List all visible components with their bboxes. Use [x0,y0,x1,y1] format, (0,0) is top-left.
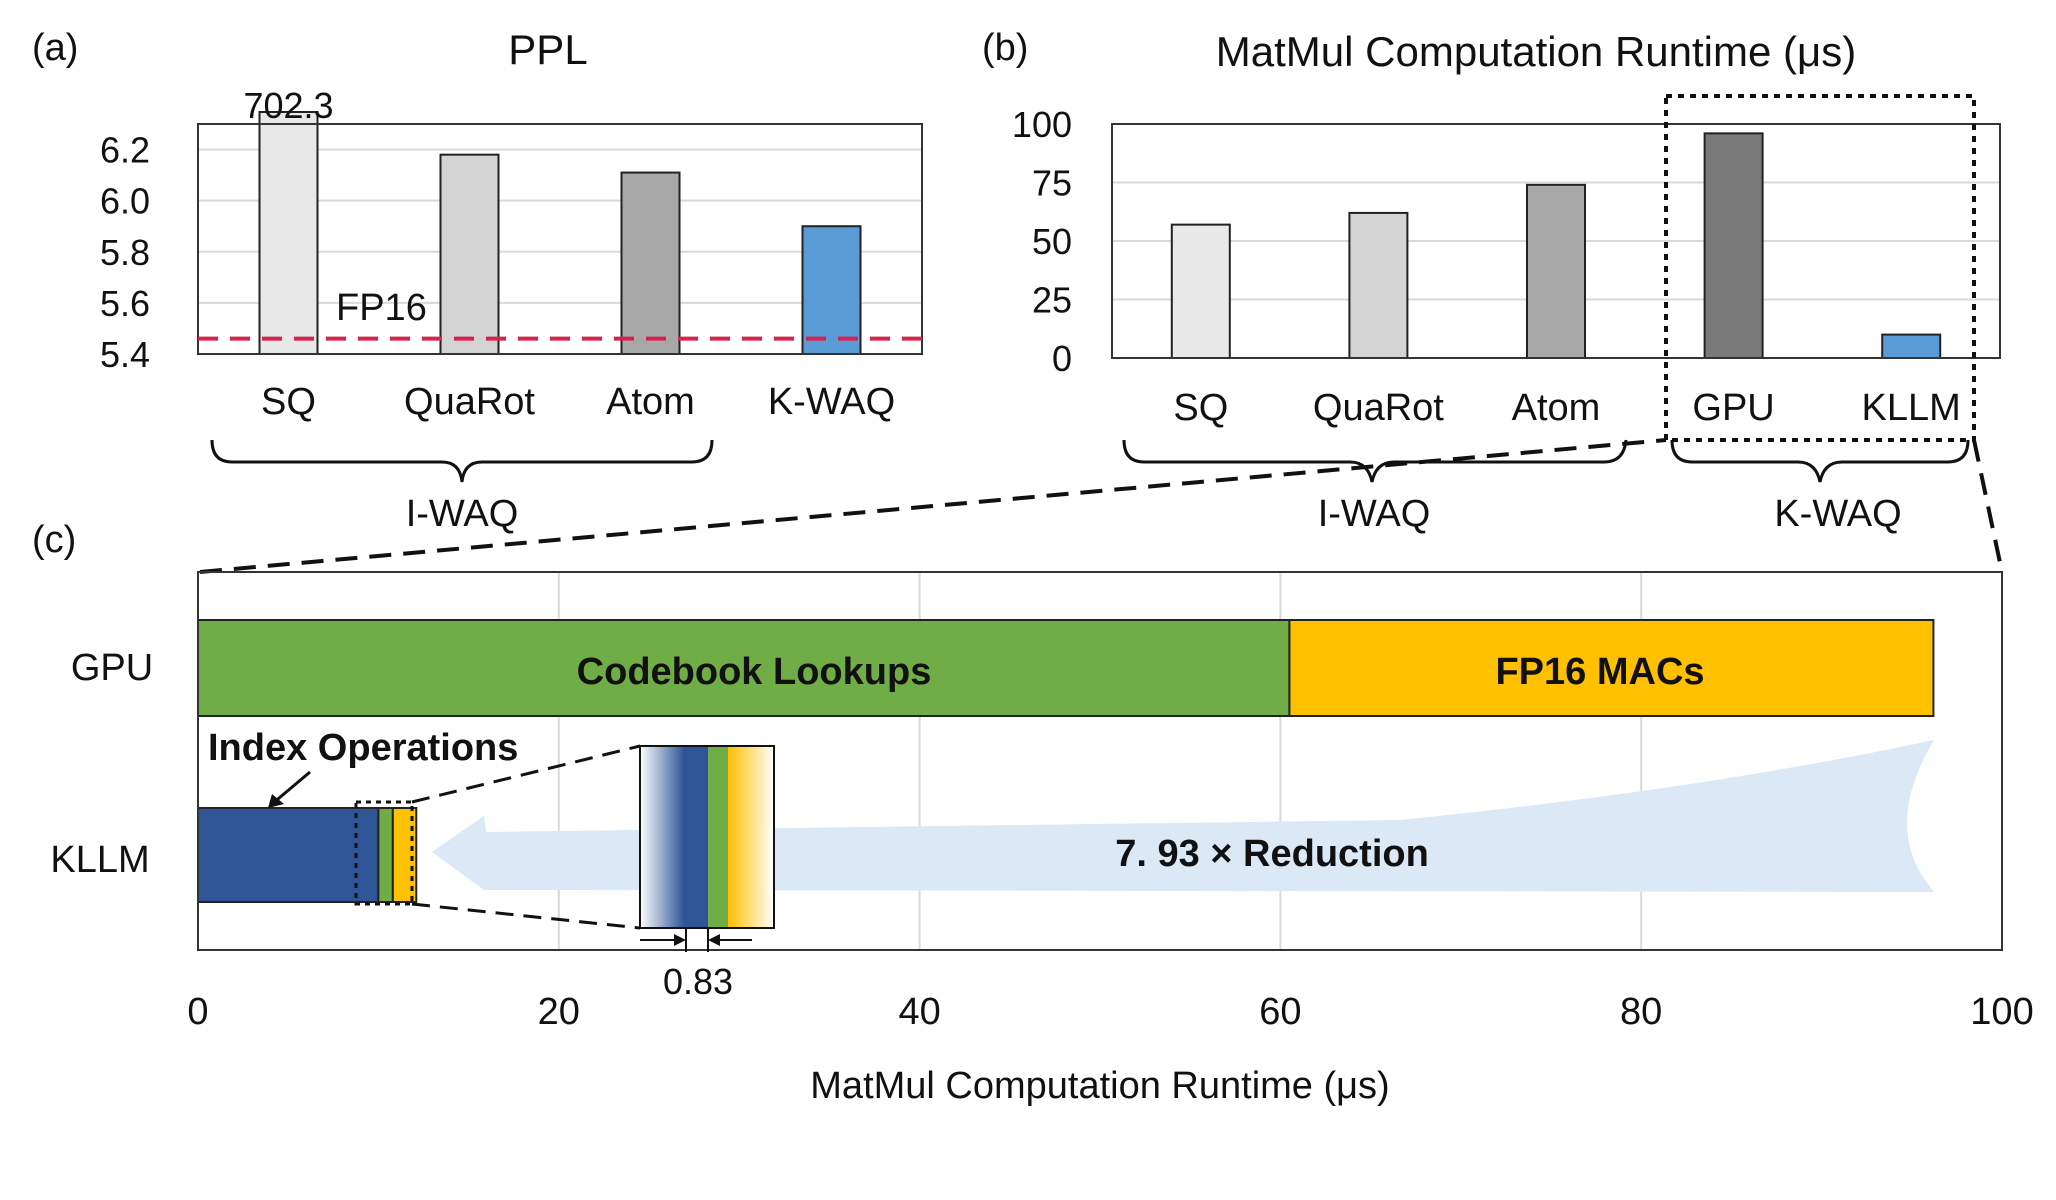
panel-a-bar-quarot [439,153,500,355]
k-waq-brace [1670,439,1970,483]
panel-a: (a) PPL 6.2 6.0 5.8 5.6 5.4 SQ QuaRot Atom K-WA… [32,26,923,535]
panel-a-y-tick-label: 5.8 [100,232,150,273]
panel-a-y-tick-label: 5.4 [100,334,150,375]
panel-b-x-tick-label: SQ [1173,387,1228,429]
panel-a-x-tick-label: QuaRot [404,381,535,423]
zoom-source-box [354,800,414,906]
zoom-line-top [411,744,641,804]
panel-b-y-tick-label: 0 [1052,338,1072,379]
inset-index-segment [640,746,684,928]
panel-c-x-tick-label: 0 [187,991,208,1033]
panel-a-bar-k-waq [801,225,862,356]
panel-b-y-tick-label: 100 [1012,104,1072,145]
kllm-codebook-bar [377,807,394,903]
panel-c-x-axis-title: MatMul Computation Runtime (μs) [810,1065,1389,1107]
panel-c: (c) 0 20 40 60 80 100 GPU KLLM Codebook Looku… [32,519,2034,1107]
k-waq-highlight-box [1664,94,1976,442]
panel-b-bar-sq [1170,223,1231,359]
panel-b-bar-kllm [1881,333,1942,360]
index-operations-pointer [271,770,311,806]
zoom-inset: 0.83 [639,745,775,1002]
index-operations-arrowhead [268,794,284,808]
panel-c-x-tick-label: 80 [1620,991,1662,1033]
panel-b-title: MatMul Computation Runtime (μs) [1216,28,1856,75]
fp16-macs-label: FP16 MACs [1495,651,1704,693]
zoom-connectors [199,438,2004,574]
panel-b-y-tick-label: 25 [1032,280,1072,321]
panel-a-bar-atom [620,171,681,355]
panel-b-y-tick-label: 75 [1032,163,1072,204]
panel-b-x-tick-label: Atom [1512,387,1601,429]
gpu-row-label: GPU [71,647,153,689]
inset-index-segment-solid [684,746,708,928]
zoom-connector-right [1972,439,2004,573]
panel-a-plot-frame [197,123,923,355]
i-waq-group-label-b: I-WAQ [1318,493,1431,535]
kllm-fp16-macs-bar [391,807,418,903]
panel-a-x-tick-label: SQ [261,381,316,423]
panel-c-x-tick-label: 60 [1259,991,1301,1033]
panel-a-x-tick-label: K-WAQ [768,381,895,423]
panel-c-x-tick-label: 20 [538,991,580,1033]
panel-b-bar-atom [1526,183,1586,359]
panel-b-bar-gpu [1703,132,1764,359]
reduction-arrow [432,740,1934,892]
i-waq-brace-a [210,439,714,483]
inset-fp16-segment [728,746,774,928]
inset-arrowhead-left [674,934,686,946]
codebook-lookups-label: Codebook Lookups [577,651,932,693]
panel-b-x-tick-label: KLLM [1862,387,1961,429]
panel-a-y-tick-label: 5.6 [100,283,150,324]
panel-c-plot-frame [197,571,2003,951]
panel-a-label: (a) [32,27,78,69]
sq-bar-value-label: 702.3 [243,85,333,126]
panel-b: (b) MatMul Computation Runtime (μs) 100 7… [982,27,2001,535]
panel-a-x-tick-label: Atom [606,381,695,423]
reduction-label: 7. 93 × Reduction [1115,833,1429,875]
panel-b-plot-frame [1111,123,2001,359]
kllm-index-operations-bar [197,807,380,903]
i-waq-brace-b [1122,439,1628,483]
panel-a-bar-sq [258,111,319,355]
panel-b-label: (b) [982,27,1028,69]
inset-arrowhead-right [708,934,720,946]
gpu-fp16-macs-bar [1288,619,1935,717]
zoom-line-bottom [411,902,641,930]
panel-b-x-tick-label: GPU [1692,387,1774,429]
panel-b-y-tick-label: 50 [1032,221,1072,262]
kllm-row-label: KLLM [50,839,149,881]
k-waq-group-label: K-WAQ [1774,493,1901,535]
fp16-reference-label: FP16 [336,287,427,329]
gpu-codebook-lookups-bar [197,619,1291,717]
zoom-connector-left [199,438,1667,574]
inset-codebook-segment [708,746,728,928]
index-operations-label: Index Operations [208,727,518,769]
panel-c-label: (c) [32,519,76,561]
panel-a-y-tick-label: 6.0 [100,181,150,222]
panel-b-bar-quarot [1348,211,1409,359]
inset-value-label: 0.83 [663,961,733,1002]
panel-c-x-tick-label: 100 [1970,991,2033,1033]
panel-c-x-tick-label: 40 [898,991,940,1033]
i-waq-group-label-a: I-WAQ [406,493,519,535]
panel-b-x-tick-label: QuaRot [1313,387,1444,429]
panel-a-title: PPL [508,26,587,73]
panel-a-y-tick-label: 6.2 [100,130,150,171]
